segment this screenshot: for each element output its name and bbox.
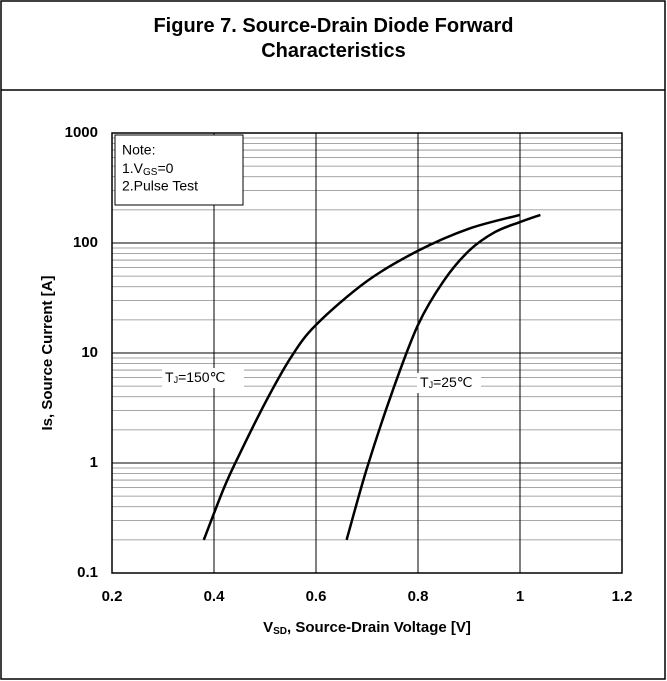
note-line: 2.Pulse Test (122, 178, 198, 194)
curve (202, 213, 521, 541)
curve-label: TJ=150℃ (165, 369, 225, 386)
x-axis-label-part: , Source-Drain Voltage [V] (287, 619, 471, 636)
y-tick-label: 100 (73, 234, 98, 251)
plot-frame (111, 132, 623, 574)
chart-title: Figure 7. Source-Drain Diode Forward Cha… (153, 15, 514, 62)
curve-label-part: J (429, 380, 434, 390)
curve-label: TJ=25℃ (420, 374, 473, 391)
x-tick-label: 0.6 (306, 588, 327, 605)
curve (345, 213, 541, 541)
x-tick-label: 0.2 (102, 588, 123, 605)
note-line-part: 1.V (122, 160, 144, 176)
note-line-part: =0 (157, 160, 173, 176)
y-tick-label: 1 (90, 454, 98, 471)
y-tick-label: 1000 (65, 124, 98, 141)
x-tick-label: 1 (516, 588, 524, 605)
curve-label-bg (162, 368, 244, 388)
y-tick-label: 0.1 (77, 564, 98, 581)
x-axis-label: VSD, Source-Drain Voltage [V] (263, 619, 471, 637)
curve-label-part: =150℃ (178, 369, 225, 385)
x-tick-label: 0.8 (408, 588, 429, 605)
y-axis-label: Is, Source Current [A] (39, 275, 56, 430)
note-line-part: GS (143, 167, 158, 178)
curve-label-part: T (165, 369, 174, 385)
note-line: 1.VGS=0 (122, 160, 174, 178)
curve-label-part: =25℃ (433, 374, 472, 390)
curve-label-bg (417, 373, 481, 393)
x-tick-label: 0.4 (204, 588, 226, 605)
x-tick-label: 1.2 (612, 588, 633, 605)
y-tick-label: 10 (81, 344, 98, 361)
curve-label-part: J (174, 375, 179, 385)
x-axis-label-part: V (263, 619, 273, 636)
note-title: Note: (122, 142, 155, 158)
x-axis-label-part: SD (273, 626, 287, 637)
note-box (114, 134, 244, 206)
curve-label-part: T (420, 374, 429, 390)
